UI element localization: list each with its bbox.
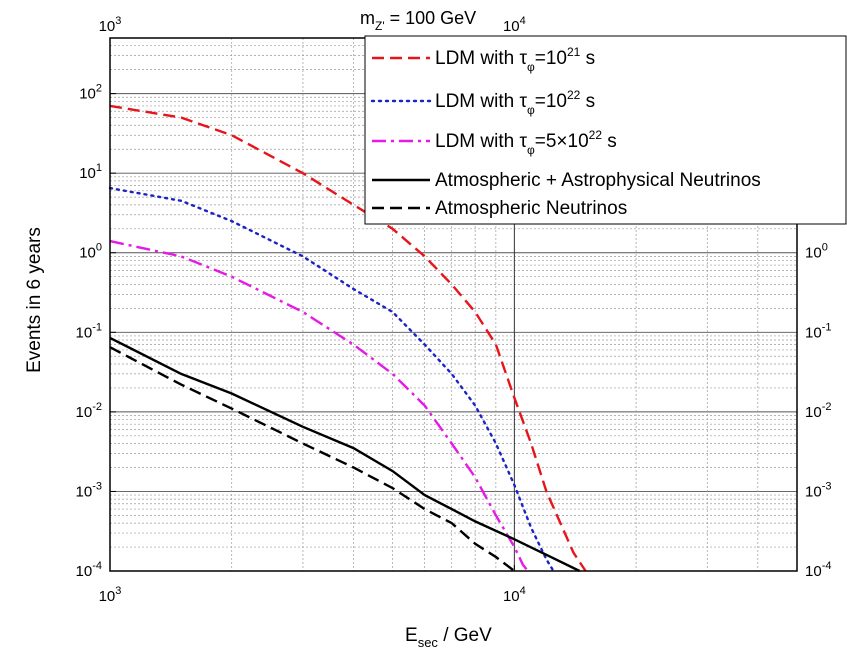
x-tick-label-top: 104 [503, 15, 526, 35]
x-tick-label: 103 [99, 585, 122, 605]
legend: LDM with τφ=1021 s LDM with τφ=1022 s LDM … [364, 35, 847, 225]
tick-layer: 103 103 104 104 10-4 10-4 10-3 10-3 10-2 10-2 10-1… [76, 15, 832, 605]
y-tick-label-right: 10-3 [805, 480, 831, 500]
legend-box [364, 35, 847, 225]
series-line-4 [109, 346, 516, 572]
y-axis-label: Events in 6 years [24, 227, 45, 373]
y-tick-label: 102 [79, 83, 102, 103]
legend-label-2: LDM with τφ=5×1022 s [435, 128, 617, 157]
y-tick-label: 10-1 [76, 321, 102, 341]
y-tick-label: 10-3 [76, 480, 102, 500]
y-tick-label-right: 10-1 [805, 321, 831, 341]
series-line-2 [109, 239, 529, 572]
legend-label-4: Atmospheric Neutrinos [435, 198, 627, 219]
y-tick-label-right: 10-2 [805, 401, 831, 421]
y-tick-label: 100 [79, 242, 102, 262]
x-axis-label: Esec / GeV [405, 625, 492, 650]
series-line-3 [109, 336, 581, 573]
y-tick-label-right: 100 [805, 242, 828, 262]
series-line-0 [109, 104, 587, 572]
legend-label-0: LDM with τφ=1021 s [435, 45, 595, 74]
y-tick-label: 101 [79, 162, 102, 182]
chart-title: mZ' = 100 GeV [360, 8, 476, 33]
x-tick-label: 104 [503, 585, 526, 605]
legend-label-1: LDM with τφ=1022 s [435, 88, 595, 117]
series-line-1 [108, 186, 555, 573]
y-tick-label-right: 10-4 [805, 560, 831, 580]
series-layer [108, 104, 587, 573]
y-tick-label: 10-2 [76, 401, 102, 421]
x-tick-label-top: 103 [99, 15, 122, 35]
y-tick-label: 10-4 [76, 560, 102, 580]
legend-label-3: Atmospheric + Astrophysical Neutrinos [435, 170, 761, 191]
